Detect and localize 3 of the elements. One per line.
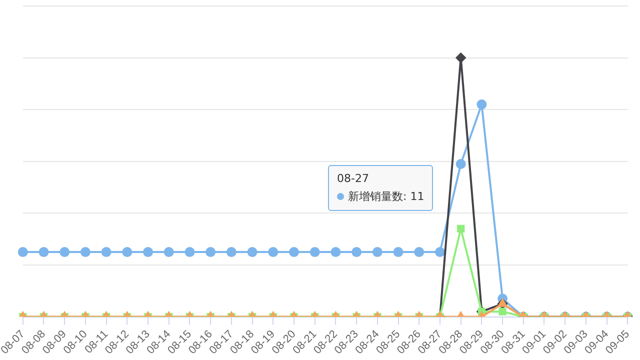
- annotation: : 11: [403, 190, 424, 203]
- legend-label: 新增销量数: [348, 190, 403, 203]
- annotation: 08-27: [337, 172, 369, 185]
